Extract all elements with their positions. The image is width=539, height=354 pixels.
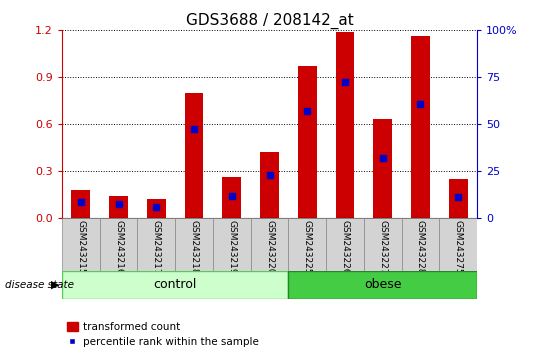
Bar [288,271,477,299]
Text: GSM243227: GSM243227 [378,220,387,275]
Text: GSM243225: GSM243225 [303,220,312,275]
Bar [448,179,467,218]
Bar [137,218,175,271]
Text: GSM243216: GSM243216 [114,220,123,275]
Text: control: control [154,279,197,291]
Bar [439,218,477,271]
Text: GSM243217: GSM243217 [152,220,161,275]
Bar [364,218,402,271]
Text: GSM243275: GSM243275 [454,220,462,275]
Bar [62,271,288,299]
Title: GDS3688 / 208142_at: GDS3688 / 208142_at [185,12,354,29]
Bar [175,218,213,271]
Bar [184,93,204,218]
Bar [100,218,137,271]
Text: disease state: disease state [5,280,74,290]
Bar [373,119,392,218]
Text: GSM243219: GSM243219 [227,220,236,275]
Bar [335,32,355,218]
Bar [288,218,326,271]
Bar [411,36,430,218]
Bar [326,218,364,271]
Bar [222,177,241,218]
Text: GSM243215: GSM243215 [77,220,85,275]
Text: GSM243226: GSM243226 [341,220,349,275]
Text: ▶: ▶ [51,280,59,290]
Text: obese: obese [364,279,402,291]
Bar [213,218,251,271]
Bar [251,218,288,271]
Bar [62,218,100,271]
Bar [109,196,128,218]
Text: GSM243228: GSM243228 [416,220,425,275]
Bar [147,199,166,218]
Bar [260,152,279,218]
Bar [298,66,317,218]
Legend: transformed count, percentile rank within the sample: transformed count, percentile rank withi… [67,322,259,347]
Bar [71,190,90,218]
Text: GSM243220: GSM243220 [265,220,274,275]
Text: GSM243218: GSM243218 [190,220,198,275]
Bar [402,218,439,271]
